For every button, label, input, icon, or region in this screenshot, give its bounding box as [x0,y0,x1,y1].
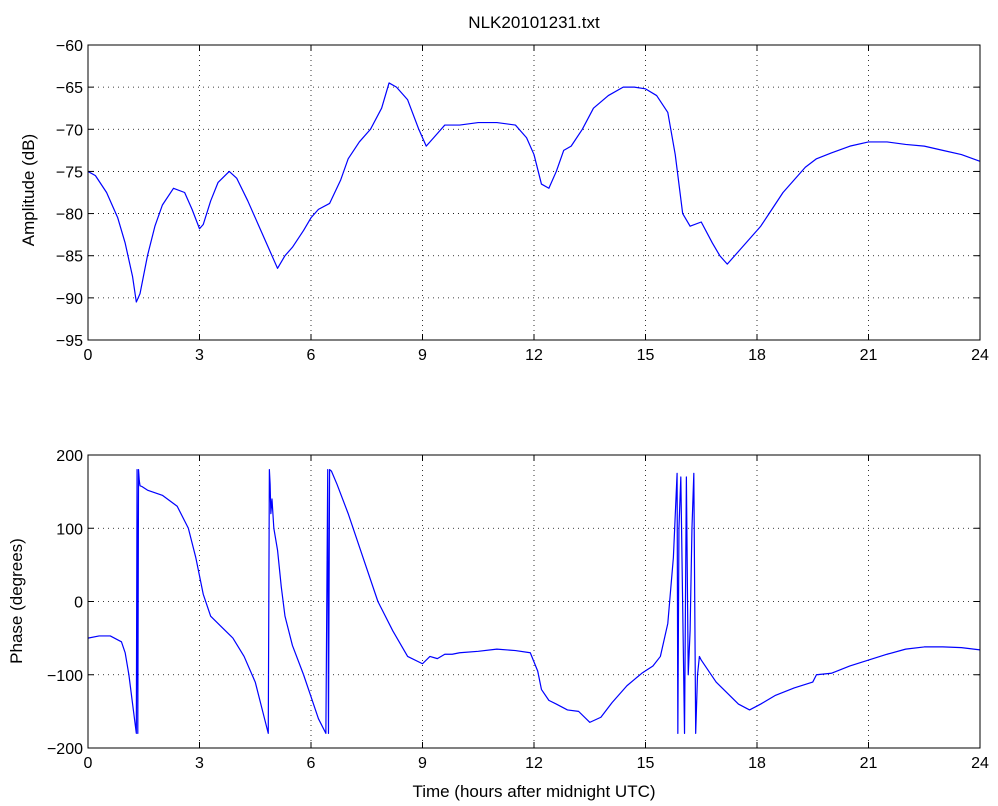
amplitude-x-tick-label: 24 [971,347,989,364]
amplitude-x-tick-label: 15 [637,347,655,364]
amplitude-x-tick-label: 21 [860,347,878,364]
phase-x-tick-label: 21 [860,755,878,772]
phase-y-tick-label: −200 [47,741,83,758]
time-axis-label: Time (hours after midnight UTC) [412,782,655,801]
chart-title: NLK20101231.txt [468,13,600,32]
phase-y-tick-label: −100 [47,668,83,685]
amplitude-x-tick-label: 18 [748,347,766,364]
phase-y-tick-label: 0 [74,595,83,612]
phase-y-tick-label: 200 [56,448,83,465]
amplitude-x-tick-label: 9 [418,347,427,364]
phase-x-tick-label: 12 [525,755,543,772]
amplitude-y-tick-label: −80 [56,207,83,224]
amplitude-y-tick-label: −95 [56,333,83,350]
phase-series-line [87,469,981,734]
amplitude-y-tick-label: −90 [56,291,83,308]
phase-x-tick-label: 3 [195,755,204,772]
phase-x-tick-label: 0 [84,755,93,772]
amplitude-y-tick-label: −85 [56,249,83,266]
amplitude-y-tick-label: −60 [56,38,83,55]
phase-x-tick-label: 9 [418,755,427,772]
phase-y-tick-label: 100 [56,521,83,538]
amplitude-series-line [87,82,981,303]
amplitude-panel: 0 3 6 9 12 15 18 21 24 −95 −90 −85 −80 −75 −70 −65 −60 [56,38,989,364]
amplitude-x-tick-label: 12 [525,347,543,364]
amplitude-x-tick-label: 0 [84,347,93,364]
amplitude-x-tick-label: 3 [195,347,204,364]
amplitude-y-tick-label: −75 [56,164,83,181]
amplitude-x-tick-label: 6 [307,347,316,364]
phase-panel: 0 3 6 9 12 15 18 21 24 −200 −100 0 100 200 [47,448,989,772]
phase-x-tick-label: 24 [971,755,989,772]
phase-x-tick-label: 15 [637,755,655,772]
phase-axis-label: Phase (degrees) [7,538,26,664]
phase-x-tick-label: 18 [748,755,766,772]
amplitude-y-tick-label: −65 [56,80,83,97]
amplitude-axis-label: Amplitude (dB) [19,134,38,246]
amplitude-y-tick-label: −70 [56,122,83,139]
phase-x-tick-label: 6 [307,755,316,772]
